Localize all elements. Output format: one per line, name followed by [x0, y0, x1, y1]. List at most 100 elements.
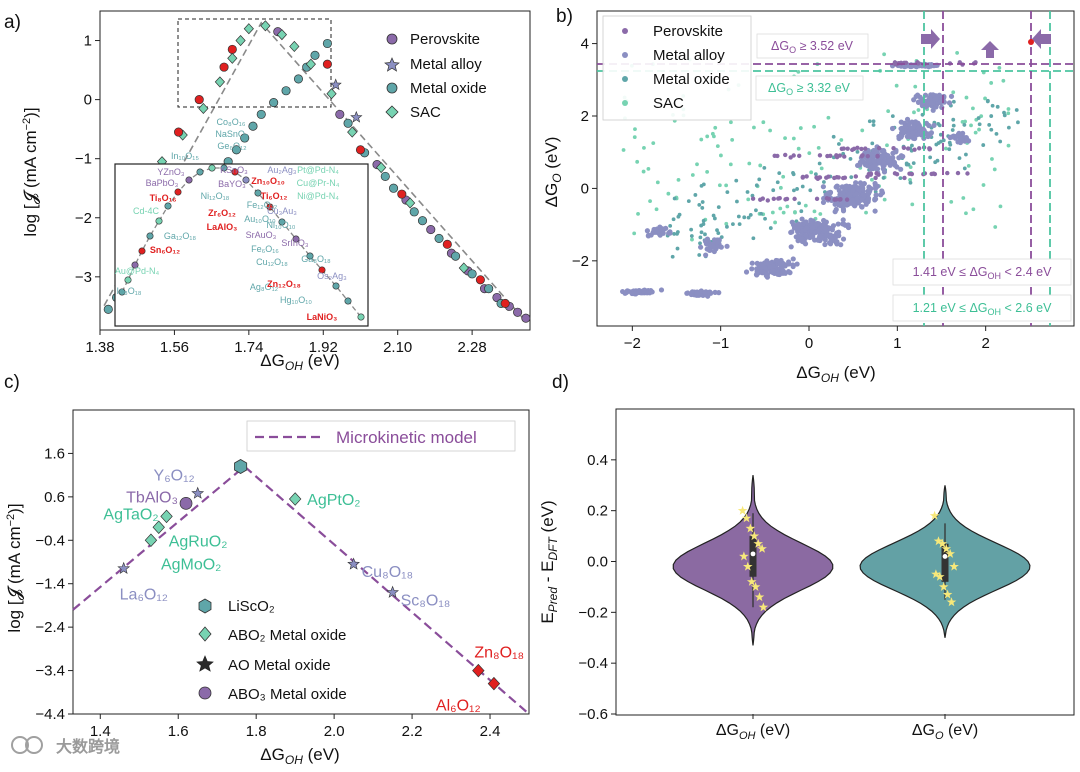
panel-a-point [289, 40, 300, 53]
panel-c-point [472, 663, 485, 678]
panel-b-point-oxide [800, 184, 805, 189]
panel-b-point-alloy [948, 93, 955, 99]
panel-b-point-alloy [743, 269, 750, 275]
legend-c-hexagon [198, 598, 212, 614]
panel-c-point [487, 676, 501, 691]
panel-b-point-alloy [938, 99, 944, 105]
panel-a-point [305, 58, 316, 70]
inset-label: BaPbO₃ [146, 178, 179, 188]
panel-b-point-oxide [976, 116, 981, 120]
panel-b-point-alloy [836, 187, 842, 194]
panel-c-y-tick-label: 0.6 [44, 489, 65, 506]
panel-b-point-oxide [855, 149, 860, 154]
panel-b-point-alloy [847, 200, 853, 206]
violin-point-star [745, 523, 756, 533]
panel-b-point-oxide [759, 211, 764, 216]
panel-b-point-sac [977, 127, 981, 132]
panel-b-point-alloy [881, 149, 887, 155]
panel-d-y-tick-label: −0.2 [578, 604, 608, 621]
panel-b-point-alloy [916, 124, 923, 130]
violin-point-star [945, 548, 955, 558]
inset-point [231, 168, 239, 176]
panel-d-y-tick-label: −0.6 [578, 706, 608, 723]
panel-b-point-oxide [791, 172, 796, 177]
panel-b-point-alloy [926, 122, 932, 129]
panel-b-point-sac [949, 199, 954, 204]
panel-b-point-alloy [930, 107, 936, 113]
panel-b-point-alloy [829, 227, 835, 233]
panel-a-point [389, 183, 399, 193]
panel-b-point-oxide [962, 123, 967, 127]
panel-b-point-alloy [946, 100, 953, 106]
panel-d-y-tick-label: 0.0 [587, 554, 608, 571]
arrow-right-icon [921, 29, 940, 49]
panel-b-point-perovskite [891, 145, 896, 151]
threshold-label-go-purple: ΔGO ≥ 3.52 eV [771, 39, 854, 55]
legend-c-diamond [198, 626, 212, 642]
panel-d-violins [672, 475, 1031, 646]
panel-b-point-oxide [668, 223, 673, 228]
panel-b-frame [596, 10, 1075, 327]
panel-b-point-perovskite [788, 155, 793, 160]
violin-box [941, 543, 949, 582]
panel-b-point-perovskite [876, 145, 882, 151]
panel-b-point-oxide [671, 217, 676, 222]
inset-point [164, 202, 172, 210]
panel-b-point-perovskite [965, 171, 970, 176]
panel-b-point-oxide [746, 215, 751, 220]
panel-b-point-alloy [749, 260, 755, 266]
inset-label: SrAuO₃ [246, 230, 277, 240]
panel-b-point-sac [885, 143, 889, 148]
panel-b-point-perovskite [777, 195, 782, 201]
panel-b-point-sac [809, 170, 814, 175]
panel-b-point-oxide [670, 254, 675, 259]
panel-b-y-tick-label: 0 [581, 180, 589, 197]
panel-a-point [214, 76, 225, 88]
inset-label: Ag₈O₁₂ [250, 282, 279, 292]
panel-b-point-alloy [860, 192, 866, 198]
panel-b-point-alloy [775, 271, 781, 277]
panel-b-point-alloy [841, 199, 847, 205]
panel-b-point-alloy [623, 289, 630, 296]
panel-b-point-sac [816, 145, 821, 150]
legend-c-circle [198, 686, 212, 700]
panel-b-point-sac [715, 144, 720, 149]
inset-label: Cd-4C [133, 206, 160, 216]
panel-b-point-oxide [757, 177, 762, 182]
panel-b-point-oxide [689, 227, 694, 232]
inset-point [146, 232, 154, 240]
panel-b-point-alloy [881, 160, 887, 166]
panel-b-point-oxide [716, 231, 721, 235]
arrow-left-icon [1032, 29, 1051, 49]
panel-b-point-alloy [754, 260, 760, 266]
panel-a-point [243, 23, 254, 35]
panel-b-point-alloy [702, 238, 709, 245]
panel-a-model-curve [103, 21, 527, 323]
panel-c-frame [72, 409, 530, 715]
panel-b-point-sac [955, 51, 960, 55]
panel-b-point-alloy [820, 184, 826, 190]
panel-b-point-alloy [828, 234, 834, 240]
panel-c-y-ticks: 1.6 0.6 −0.4 −1.4 −2.4 −3.4 −4.4 [35, 445, 73, 723]
panel-b-point-sac [913, 84, 918, 89]
panel-a-legend: Perovskite Metal alloy Metal oxide SAC [384, 31, 487, 121]
panel-a-point [329, 78, 342, 91]
panel-a-x-ticks: 1.38 1.56 1.74 1.92 2.10 2.28 [85, 330, 487, 356]
panel-b-point-oxide [938, 132, 943, 137]
panel-a-x-tick-label: 1.92 [309, 339, 338, 356]
panel-b-point-oxide [1014, 108, 1019, 112]
panel-b-point-sac [781, 174, 786, 179]
panel-c-point-label: Al₆O₁₂ [436, 698, 481, 715]
panel-b-point-oxide [771, 188, 776, 193]
panel-a-point [326, 88, 337, 100]
panel-b-point-alloy [795, 238, 801, 244]
panel-b-point-sac [632, 231, 637, 236]
panel-b-point-alloy [786, 259, 792, 265]
violin-median [750, 551, 756, 557]
inset-label: In₁₀O₁₅ [171, 151, 199, 161]
panel-c-x-tick-label: 1.8 [246, 723, 267, 740]
panel-a-point [174, 127, 184, 137]
panel-b-point-perovskite [758, 197, 763, 202]
panel-b-x-tick-label: −1 [712, 335, 729, 352]
panel-b-point-sac [796, 69, 801, 74]
